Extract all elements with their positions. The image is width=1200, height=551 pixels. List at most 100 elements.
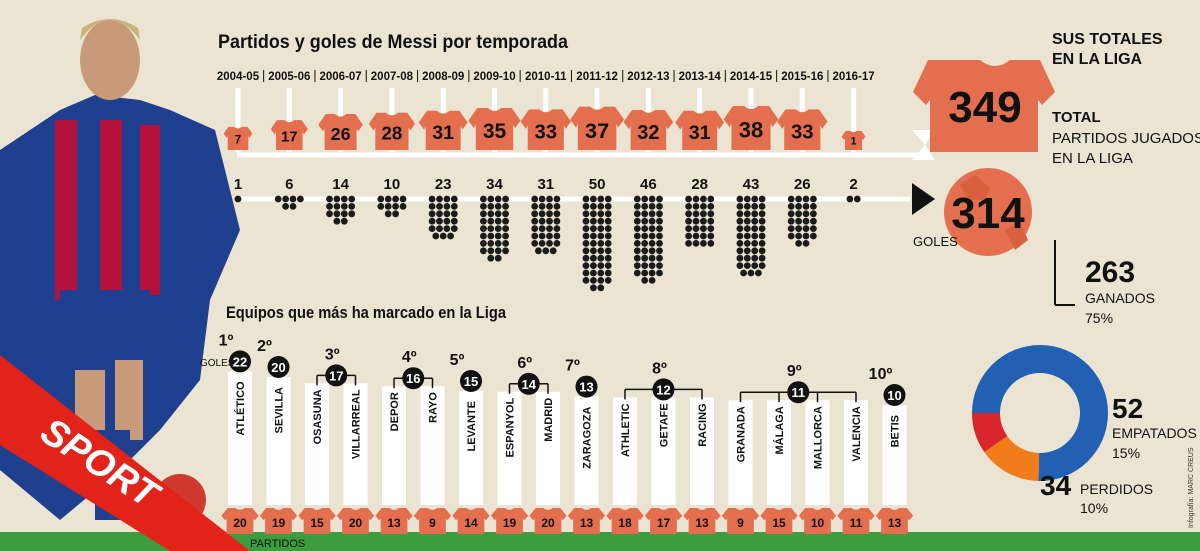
goal-dot bbox=[685, 210, 692, 218]
won-label: GANADOS bbox=[1085, 290, 1155, 306]
goal-dot bbox=[758, 225, 766, 233]
goal-dot bbox=[443, 210, 451, 218]
teams-chart: ATLÉTICO 20 22 1º SEVILLA 19 20 2º OSASUNA 15 VILL… bbox=[219, 332, 914, 534]
team-name: MÁLAGA bbox=[773, 406, 786, 454]
goal-dot bbox=[743, 262, 751, 269]
goal-dot bbox=[590, 269, 597, 277]
goal-dot bbox=[538, 203, 546, 210]
goal-dot bbox=[685, 225, 692, 233]
goal-dot bbox=[326, 195, 333, 203]
goal-dot bbox=[447, 232, 454, 240]
goal-dot bbox=[707, 195, 715, 203]
team-matches-value: 9 bbox=[737, 516, 744, 530]
goal-dot bbox=[656, 232, 663, 240]
goal-dot bbox=[546, 195, 553, 203]
total-label-1: TOTAL bbox=[1052, 109, 1101, 126]
goal-dot bbox=[787, 203, 795, 210]
season-label: 2012-13 bbox=[627, 71, 669, 83]
totals-title-2: EN LA LIGA bbox=[1052, 51, 1143, 68]
goal-dot bbox=[656, 217, 663, 225]
team-name: RAYO bbox=[428, 392, 440, 423]
team-matches-jersey bbox=[644, 508, 683, 534]
goal-dot bbox=[633, 210, 641, 218]
team-matches-jersey bbox=[683, 508, 721, 534]
goal-dot bbox=[487, 225, 495, 233]
goal-dot bbox=[428, 195, 436, 203]
season-matches-value: 26 bbox=[331, 124, 351, 144]
goal-dot bbox=[480, 247, 487, 255]
goal-dot bbox=[553, 232, 561, 240]
goal-dot bbox=[502, 217, 509, 225]
goal-dot bbox=[810, 232, 817, 240]
season-matches-value: 32 bbox=[637, 122, 659, 144]
team-bar bbox=[728, 400, 753, 505]
goal-dot bbox=[700, 240, 707, 247]
goal-dot bbox=[443, 217, 451, 225]
goal-dot bbox=[604, 254, 612, 262]
goal-dot bbox=[736, 203, 744, 210]
goal-dot bbox=[582, 195, 590, 203]
goal-dot bbox=[707, 217, 715, 225]
goal-dot bbox=[333, 195, 341, 203]
goal-dot bbox=[751, 203, 759, 210]
goal-dot bbox=[795, 225, 802, 233]
team-matches-value: 17 bbox=[657, 516, 671, 530]
goal-dot bbox=[340, 195, 348, 203]
goal-dot bbox=[810, 225, 817, 233]
season-matches-jersey bbox=[570, 106, 625, 150]
goal-dot bbox=[648, 254, 656, 262]
goal-dot bbox=[692, 210, 700, 218]
goal-dot bbox=[494, 217, 502, 225]
goal-dot bbox=[648, 225, 656, 233]
team-bar bbox=[382, 386, 406, 505]
team-matches-jersey bbox=[413, 508, 452, 534]
goal-dot bbox=[685, 240, 692, 247]
goal-dot bbox=[582, 210, 590, 218]
goal-dot bbox=[494, 240, 502, 247]
team-bar bbox=[651, 397, 676, 505]
goal-dot bbox=[590, 277, 597, 284]
team-matches-value: 19 bbox=[503, 516, 517, 530]
goal-dot bbox=[553, 225, 561, 233]
goal-dot bbox=[502, 232, 509, 240]
goal-dot bbox=[384, 203, 392, 210]
team-name: MALLORCA bbox=[813, 406, 825, 469]
goal-dot bbox=[758, 210, 766, 218]
team-name: GRANADA bbox=[736, 406, 748, 462]
goal-dot bbox=[450, 225, 458, 233]
team-bar bbox=[228, 371, 252, 505]
goal-dot bbox=[546, 203, 553, 210]
won-pct: 75% bbox=[1085, 310, 1113, 326]
goal-dot bbox=[326, 203, 333, 210]
team-matches-value: 15 bbox=[772, 516, 786, 530]
goal-dot bbox=[641, 254, 649, 262]
goal-dot bbox=[648, 277, 656, 284]
goal-dot bbox=[494, 210, 502, 218]
goal-dot bbox=[656, 254, 663, 262]
team-goals-value: 20 bbox=[271, 360, 285, 375]
goal-dot bbox=[633, 217, 641, 225]
goal-dot bbox=[736, 247, 744, 255]
seasons-chart: 2004-05 7 1 2005-06 17 6 2006-07 26 14 2007-08 28 1… bbox=[217, 70, 875, 292]
goal-dot bbox=[553, 203, 561, 210]
goal-dot bbox=[480, 217, 487, 225]
goal-dot bbox=[758, 262, 766, 269]
goal-dot bbox=[641, 225, 649, 233]
results-donut bbox=[971, 345, 1108, 481]
grass-strip bbox=[0, 532, 1200, 551]
team-matches-value: 19 bbox=[272, 516, 286, 530]
goal-dot bbox=[428, 210, 436, 218]
goal-dot bbox=[810, 210, 817, 218]
team-bar bbox=[497, 391, 522, 505]
goal-dot bbox=[582, 269, 590, 277]
goal-dot bbox=[802, 210, 810, 218]
season-matches-jersey bbox=[318, 114, 363, 150]
goal-dot bbox=[531, 232, 539, 240]
goal-dot bbox=[604, 277, 612, 284]
goal-dot bbox=[553, 210, 561, 218]
goal-dot bbox=[656, 225, 663, 233]
goal-dot bbox=[399, 195, 407, 203]
goal-dot bbox=[432, 232, 440, 240]
team-rank: 7º bbox=[565, 358, 580, 375]
goal-dot bbox=[443, 203, 451, 210]
